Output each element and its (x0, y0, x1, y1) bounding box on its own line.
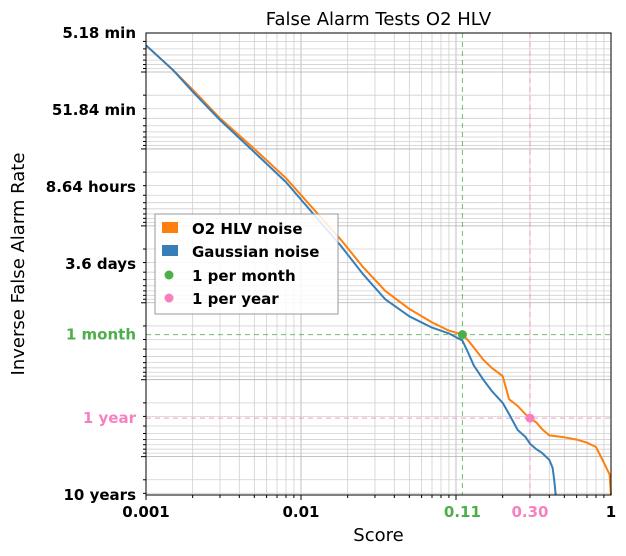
x-axis-label: Score (353, 525, 403, 546)
reference-points (457, 330, 535, 423)
legend-swatch-gaussian (162, 245, 178, 256)
x-axis-ticks: 0.001 0.01 0.11 0.30 1 (122, 503, 616, 521)
y-tick-label: 8.64 hours (46, 178, 136, 196)
series-line-0 (145, 44, 612, 496)
y-axis-ticks: 5.18 min 51.84 min 8.64 hours 3.6 days 1 mon… (46, 24, 137, 504)
x-tick-label: 0.11 (444, 503, 481, 521)
y-tick-label: 1 month (66, 326, 136, 344)
legend-label-o2-hlv: O2 HLV noise (192, 220, 303, 238)
legend-marker-year (164, 293, 174, 303)
reference-point-1 (525, 413, 535, 423)
x-tick-label: 0.01 (282, 503, 319, 521)
legend-label-gaussian: Gaussian noise (192, 243, 319, 261)
reference-point-0 (457, 330, 467, 340)
legend-box (154, 213, 339, 315)
x-tick-label: 0.30 (511, 503, 548, 521)
y-tick-label: 10 years (64, 486, 137, 504)
x-tick-label: 0.001 (122, 503, 169, 521)
y-tick-label: 5.18 min (62, 24, 136, 42)
legend-label-month: 1 per month (192, 267, 296, 285)
plot-frame (145, 32, 612, 496)
series-line-1 (145, 44, 557, 496)
y-tick-label: 51.84 min (52, 101, 136, 119)
legend-label-year: 1 per year (192, 290, 279, 308)
y-tick-label: 1 year (83, 409, 137, 427)
x-tick-label: 1 (606, 503, 616, 521)
chart-title: False Alarm Tests O2 HLV (266, 9, 492, 30)
series-lines (145, 44, 612, 496)
y-tick-label: 3.6 days (65, 255, 136, 273)
y-axis-label: Inverse False Alarm Rate (8, 153, 29, 376)
legend-swatch-o2-hlv (162, 222, 178, 233)
legend-marker-month (164, 270, 174, 280)
legend: O2 HLV noise Gaussian noise 1 per month … (154, 213, 339, 315)
